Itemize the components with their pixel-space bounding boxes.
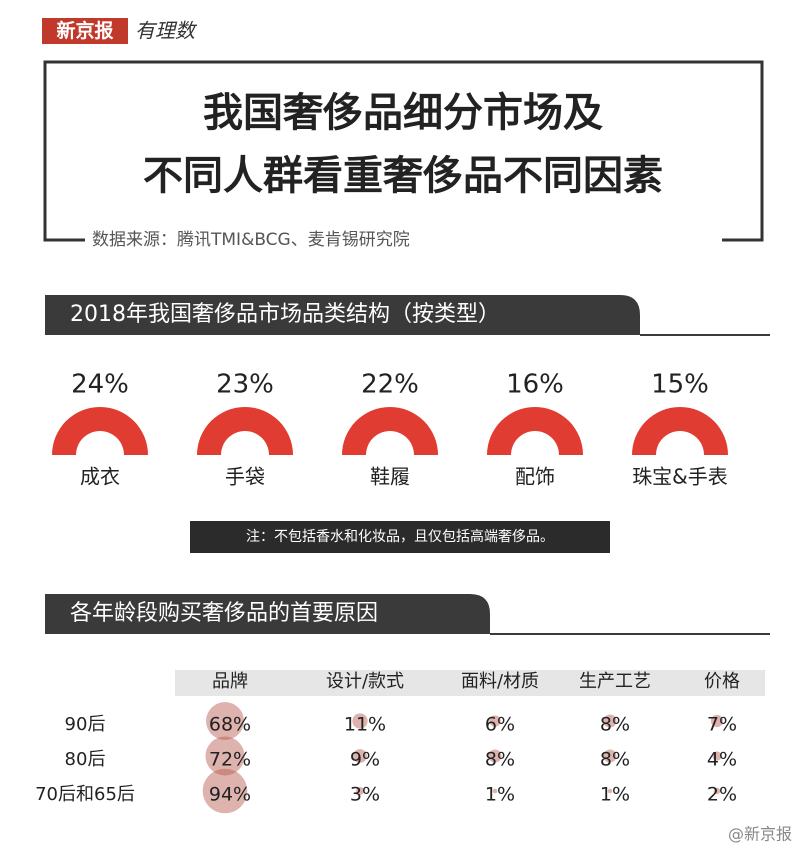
gauge-arc [632,407,728,455]
section-header-bg [45,295,640,335]
gauge-arc [52,407,148,455]
note: 注：不包括香水和化妆品，且仅包括高端奢侈品。 [246,528,554,545]
brand: 新京报 [56,19,113,42]
section-title: 2018年我国奢侈品市场品类结构（按类型） [70,302,500,327]
value-label: 24% [71,370,129,400]
header-band [175,670,765,696]
value-label: 9% [350,749,380,771]
title-frame [43,60,764,242]
bubble [206,702,244,740]
value-label: 22% [361,370,419,400]
value-label: 2% [707,784,737,806]
value-label: 3% [350,784,380,806]
gauge-arc [487,407,583,455]
value-label: 8% [600,714,630,736]
column-header: 面料/材质 [461,671,539,692]
bubble [352,713,368,729]
bubble [603,714,617,728]
bubble [202,768,248,814]
title-line: 不同人群看重奢侈品不同因素 [143,153,663,199]
value-label: 6% [485,714,515,736]
brand-box [42,18,128,44]
bubble [607,788,613,794]
section-header-bg [45,594,490,634]
column-header: 品牌 [212,671,248,692]
bubble [712,751,722,761]
value-label: 72% [209,749,251,771]
bubble [603,749,617,763]
bubble [713,787,721,795]
value-label: 4% [707,749,737,771]
category-label: 手袋 [225,465,265,489]
bubble [353,749,367,763]
column-header: 生产工艺 [579,671,651,692]
bubble [356,787,364,795]
value-label: 1% [600,784,630,806]
category-label: 成衣 [80,465,120,489]
bubble [489,715,501,727]
bubble [488,749,502,763]
row-label: 90后 [65,714,106,735]
value-label: 68% [209,714,251,736]
value-label: 23% [216,370,274,400]
row-label: 80后 [65,749,106,770]
bubble [710,714,724,728]
note-box [190,521,610,553]
value-label: 11% [344,714,386,736]
gauge-arc [197,407,293,455]
gauge-arc [342,407,438,455]
value-label: 15% [651,370,709,400]
category-label: 配饰 [515,465,555,489]
value-label: 1% [485,784,515,806]
value-label: 8% [485,749,515,771]
brand-sub: 有理数 [135,19,198,43]
section-title: 各年龄段购买奢侈品的首要原因 [70,601,378,626]
value-label: 8% [600,749,630,771]
column-header: 价格 [704,671,740,692]
bubble [492,788,498,794]
value-label: 94% [209,784,251,806]
value-label: 16% [506,370,564,400]
category-label: 珠宝&手表 [632,465,728,489]
column-header: 设计/款式 [326,671,404,692]
category-label: 鞋履 [370,465,410,489]
row-label: 70后和65后 [35,784,135,805]
title-line: 我国奢侈品细分市场及 [203,90,603,136]
value-label: 7% [707,714,737,736]
bubble [205,736,245,776]
watermark: @新京报 [728,825,792,844]
source: 数据来源：腾讯TMI&BCG、麦肯锡研究院 [92,230,410,250]
